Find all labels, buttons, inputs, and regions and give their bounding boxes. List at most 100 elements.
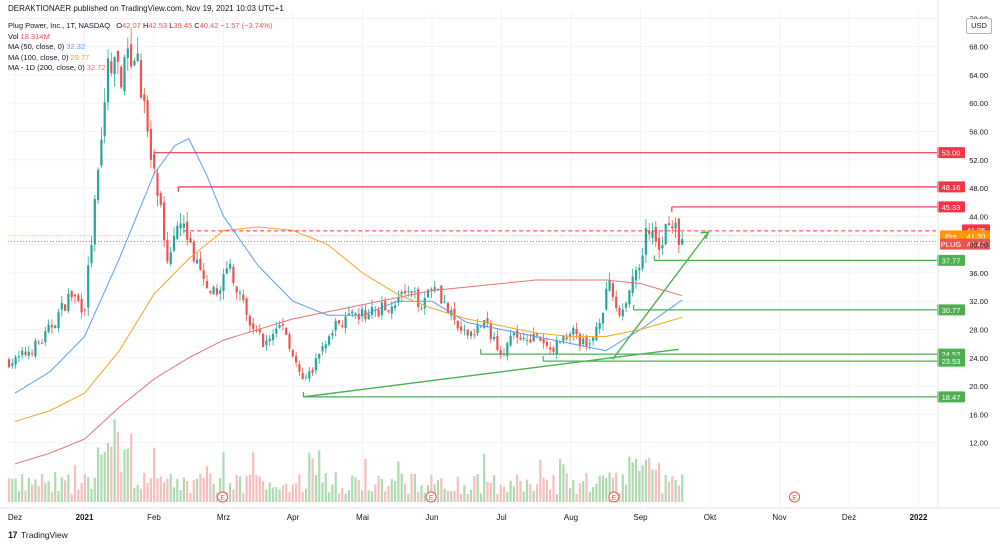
candle-body <box>229 263 232 269</box>
volume-bar <box>519 481 522 502</box>
volume-bar <box>420 485 423 502</box>
candle-body <box>631 276 634 294</box>
candle-body <box>11 363 14 366</box>
candle-body <box>182 223 185 228</box>
volume-bar <box>238 476 242 502</box>
volume-bar <box>479 493 482 502</box>
volume-bar <box>275 487 278 502</box>
volume-bar <box>489 482 492 502</box>
candle-body <box>314 358 317 371</box>
candle-body <box>509 335 512 346</box>
volume-bar <box>545 479 548 502</box>
candle-body <box>608 279 611 291</box>
volume-bar <box>549 489 552 502</box>
candle-body <box>377 309 380 317</box>
volume-bar <box>156 478 159 502</box>
volume-bar <box>318 450 321 502</box>
ma200-line <box>14 279 683 465</box>
price-tag-badge <box>940 238 962 250</box>
candle-body <box>341 325 344 327</box>
x-tick-label: Mai <box>356 513 369 522</box>
candle-body <box>681 239 684 245</box>
volume-bar <box>31 484 34 502</box>
y-tick-label: 16.00 <box>969 410 988 419</box>
volume-bar <box>615 472 618 502</box>
volume-bar <box>268 482 271 502</box>
volume-bar <box>21 473 24 502</box>
candle-body <box>123 57 126 92</box>
volume-bars <box>7 419 684 502</box>
volume-bar <box>40 474 44 502</box>
candle-body <box>278 325 281 328</box>
volume-bar <box>572 480 575 502</box>
volume-bar <box>232 489 235 502</box>
volume-bar <box>149 477 152 502</box>
volume-bar <box>664 474 667 502</box>
candle-body <box>674 222 677 229</box>
candle-body <box>64 304 67 311</box>
volume-bar <box>281 485 284 502</box>
candle-body <box>143 94 146 101</box>
volume-bar <box>526 479 529 502</box>
volume-bar <box>215 492 218 502</box>
volume-bar <box>354 477 357 502</box>
candle-body <box>605 288 608 310</box>
volume-bar <box>288 491 291 502</box>
candle-body <box>489 323 492 340</box>
ma50-line <box>14 137 683 394</box>
candle-body <box>427 290 430 297</box>
candle-body <box>291 349 294 357</box>
volume-bar <box>44 482 47 502</box>
volume-bar <box>331 484 334 502</box>
volume-bar <box>34 479 37 502</box>
candle-body <box>166 239 169 262</box>
candle-body <box>311 370 314 373</box>
volume-bar <box>60 477 63 502</box>
currency-button[interactable]: USD <box>966 18 992 34</box>
volume-bar <box>608 472 611 502</box>
candle-body <box>149 129 152 160</box>
x-tick-label: Mrz <box>217 513 230 522</box>
candle-body <box>667 223 671 226</box>
volume-bar <box>644 459 647 502</box>
volume-bar <box>80 483 83 502</box>
legend-volume-row: Vol 18.314M <box>8 32 272 43</box>
candle-body <box>440 285 443 304</box>
candle-body <box>288 334 291 349</box>
volume-bar <box>611 477 614 502</box>
candle-body <box>159 193 162 205</box>
volume-bar <box>120 471 123 502</box>
volume-bar <box>14 478 17 502</box>
volume-bar <box>651 469 654 502</box>
volume-bar <box>562 464 565 502</box>
candle-body <box>516 330 519 338</box>
volume-bar <box>446 490 449 502</box>
volume-bar <box>222 452 225 502</box>
volume-bar <box>11 478 14 502</box>
footer-brand[interactable]: 17 TradingView <box>8 530 68 540</box>
candle-body <box>281 324 284 326</box>
volume-bar <box>493 475 496 502</box>
candle-body <box>97 169 100 200</box>
volume-bar <box>179 490 182 502</box>
legend-ma100-label: MA (100, close, 0) <box>8 52 69 62</box>
volume-bar <box>54 472 57 502</box>
earnings-marker-label: E <box>611 495 616 502</box>
ma100-line <box>14 226 683 422</box>
candle-body <box>298 364 301 372</box>
x-tick-label: Sep <box>633 513 648 522</box>
volume-bar <box>24 490 27 502</box>
volume-bar <box>367 490 370 502</box>
candle-body <box>486 318 489 323</box>
volume-bar <box>625 484 628 502</box>
candle-body <box>100 139 103 166</box>
candle-body <box>588 343 591 345</box>
earnings-marker <box>789 491 801 503</box>
volume-bar <box>522 491 525 502</box>
candle-body <box>113 57 116 75</box>
candle-body <box>400 291 403 295</box>
volume-bar <box>7 477 11 502</box>
price-tag-label: PLUG <box>941 240 962 249</box>
